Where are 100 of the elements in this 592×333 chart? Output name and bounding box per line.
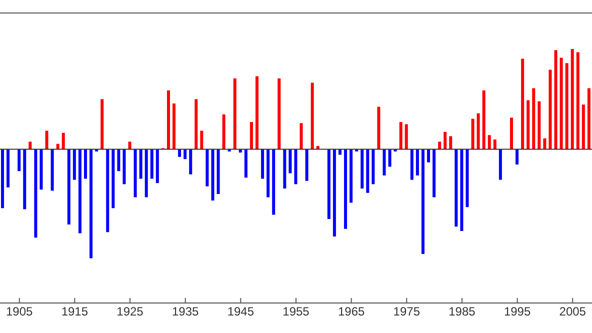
- bar: [360, 149, 364, 189]
- x-tick-label: 1975: [393, 304, 420, 319]
- bar: [144, 149, 148, 198]
- bar: [266, 149, 270, 198]
- bar: [498, 149, 502, 180]
- bar: [84, 149, 87, 179]
- bar: [288, 149, 292, 174]
- bar: [78, 149, 82, 234]
- bar: [40, 149, 43, 190]
- bar: [184, 149, 187, 160]
- bar: [300, 123, 303, 150]
- bar: [382, 149, 386, 176]
- x-tick-label: 1995: [504, 304, 531, 319]
- bar: [482, 90, 486, 150]
- bar: [34, 149, 38, 238]
- bar: [50, 149, 54, 191]
- bar: [122, 149, 126, 184]
- bar: [178, 149, 182, 157]
- bar: [28, 142, 32, 150]
- bar: [560, 58, 563, 150]
- bar: [548, 70, 552, 150]
- bar: [56, 144, 60, 150]
- bar: [250, 122, 253, 150]
- bar: [404, 124, 408, 150]
- bar: [1, 149, 4, 208]
- bar: [128, 142, 132, 150]
- bar: [90, 149, 93, 258]
- bar: [45, 130, 48, 150]
- bar: [72, 149, 76, 180]
- bar: [427, 149, 430, 162]
- x-tick-label: 1965: [338, 304, 365, 319]
- bar: [421, 149, 424, 254]
- bar: [67, 149, 70, 225]
- bar: [150, 149, 154, 179]
- bar: [488, 135, 491, 150]
- bar: [565, 63, 568, 150]
- x-tick-label: 1935: [172, 304, 200, 319]
- bar: [476, 113, 480, 150]
- bar: [388, 149, 392, 167]
- bar: [117, 149, 120, 172]
- bar: [18, 149, 21, 172]
- bar: [576, 52, 580, 150]
- bar: [6, 149, 10, 188]
- bar: [493, 139, 496, 150]
- bar: [256, 76, 259, 150]
- bar: [316, 146, 320, 150]
- bar: [261, 149, 264, 179]
- bar: [272, 149, 276, 215]
- bar: [449, 136, 452, 150]
- bar: [444, 132, 447, 150]
- bar: [278, 78, 281, 150]
- bar: [106, 149, 110, 232]
- bar: [332, 149, 336, 236]
- bar: [471, 118, 474, 150]
- bar: [466, 149, 469, 208]
- bar: [206, 149, 209, 186]
- bar: [194, 99, 198, 150]
- x-tick-label: 1945: [227, 304, 254, 319]
- bar: [582, 104, 585, 150]
- bar: [200, 130, 204, 150]
- x-tick-label: 1925: [116, 304, 144, 319]
- bar: [166, 90, 170, 150]
- bar: [216, 149, 220, 194]
- bar: [189, 149, 192, 174]
- bar: [366, 149, 370, 193]
- bar: [454, 149, 458, 227]
- bar: [587, 88, 590, 150]
- bar: [399, 122, 402, 150]
- bar: [432, 149, 436, 198]
- x-tick-label: 2005: [559, 304, 586, 319]
- bar: [283, 149, 286, 189]
- bar: [377, 106, 380, 150]
- bar: [543, 138, 546, 150]
- bar: [344, 149, 348, 229]
- x-tick-label: 1915: [61, 304, 88, 319]
- x-tick-label: 1985: [448, 304, 476, 319]
- bar: [521, 58, 524, 150]
- bar: [23, 149, 26, 210]
- bar: [438, 142, 442, 150]
- bar: [350, 149, 353, 203]
- bar: [510, 118, 514, 150]
- bar: [100, 99, 104, 150]
- bar: [310, 82, 314, 150]
- bar: [139, 149, 142, 179]
- bar: [372, 149, 375, 184]
- bar: [222, 114, 226, 150]
- bar: [570, 48, 574, 150]
- bar: [156, 149, 159, 184]
- bar: [460, 149, 464, 232]
- bar: [294, 149, 298, 184]
- bar: [410, 149, 414, 180]
- bar: [112, 149, 115, 208]
- bar: [416, 149, 419, 176]
- bar: [305, 149, 308, 181]
- bar: [172, 103, 176, 150]
- bar: [554, 50, 558, 150]
- bar: [516, 149, 519, 165]
- bar: [327, 149, 330, 220]
- bar: [532, 88, 536, 150]
- x-tick-label: 1905: [6, 304, 34, 319]
